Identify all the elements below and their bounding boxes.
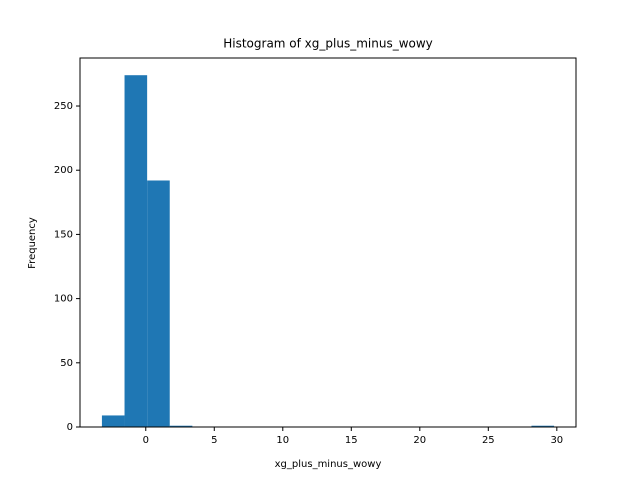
x-tick-label: 20 (413, 435, 426, 446)
y-tick-label: 50 (60, 358, 73, 369)
x-tick-label: 25 (482, 435, 495, 446)
y-tick-label: 200 (54, 165, 73, 176)
x-tick-label: 15 (345, 435, 358, 446)
x-tick-label: 30 (550, 435, 563, 446)
y-tick-label: 250 (54, 101, 73, 112)
y-axis-label: Frequency (27, 217, 38, 269)
bar (147, 180, 170, 427)
bar (169, 425, 193, 427)
y-tick-label: 0 (67, 422, 73, 433)
plot-frame (79, 57, 577, 428)
bar (101, 415, 125, 427)
x-tick-label: 10 (276, 435, 289, 446)
x-tick-label: 0 (143, 435, 149, 446)
x-axis-label: xg_plus_minus_wowy (275, 459, 382, 470)
y-tick-label: 100 (54, 294, 73, 305)
chart-title: Histogram of xg_plus_minus_wowy (223, 37, 433, 51)
y-tick-label: 150 (54, 229, 73, 240)
bar (531, 425, 555, 427)
bar (124, 75, 148, 427)
x-tick-label: 5 (211, 435, 217, 446)
